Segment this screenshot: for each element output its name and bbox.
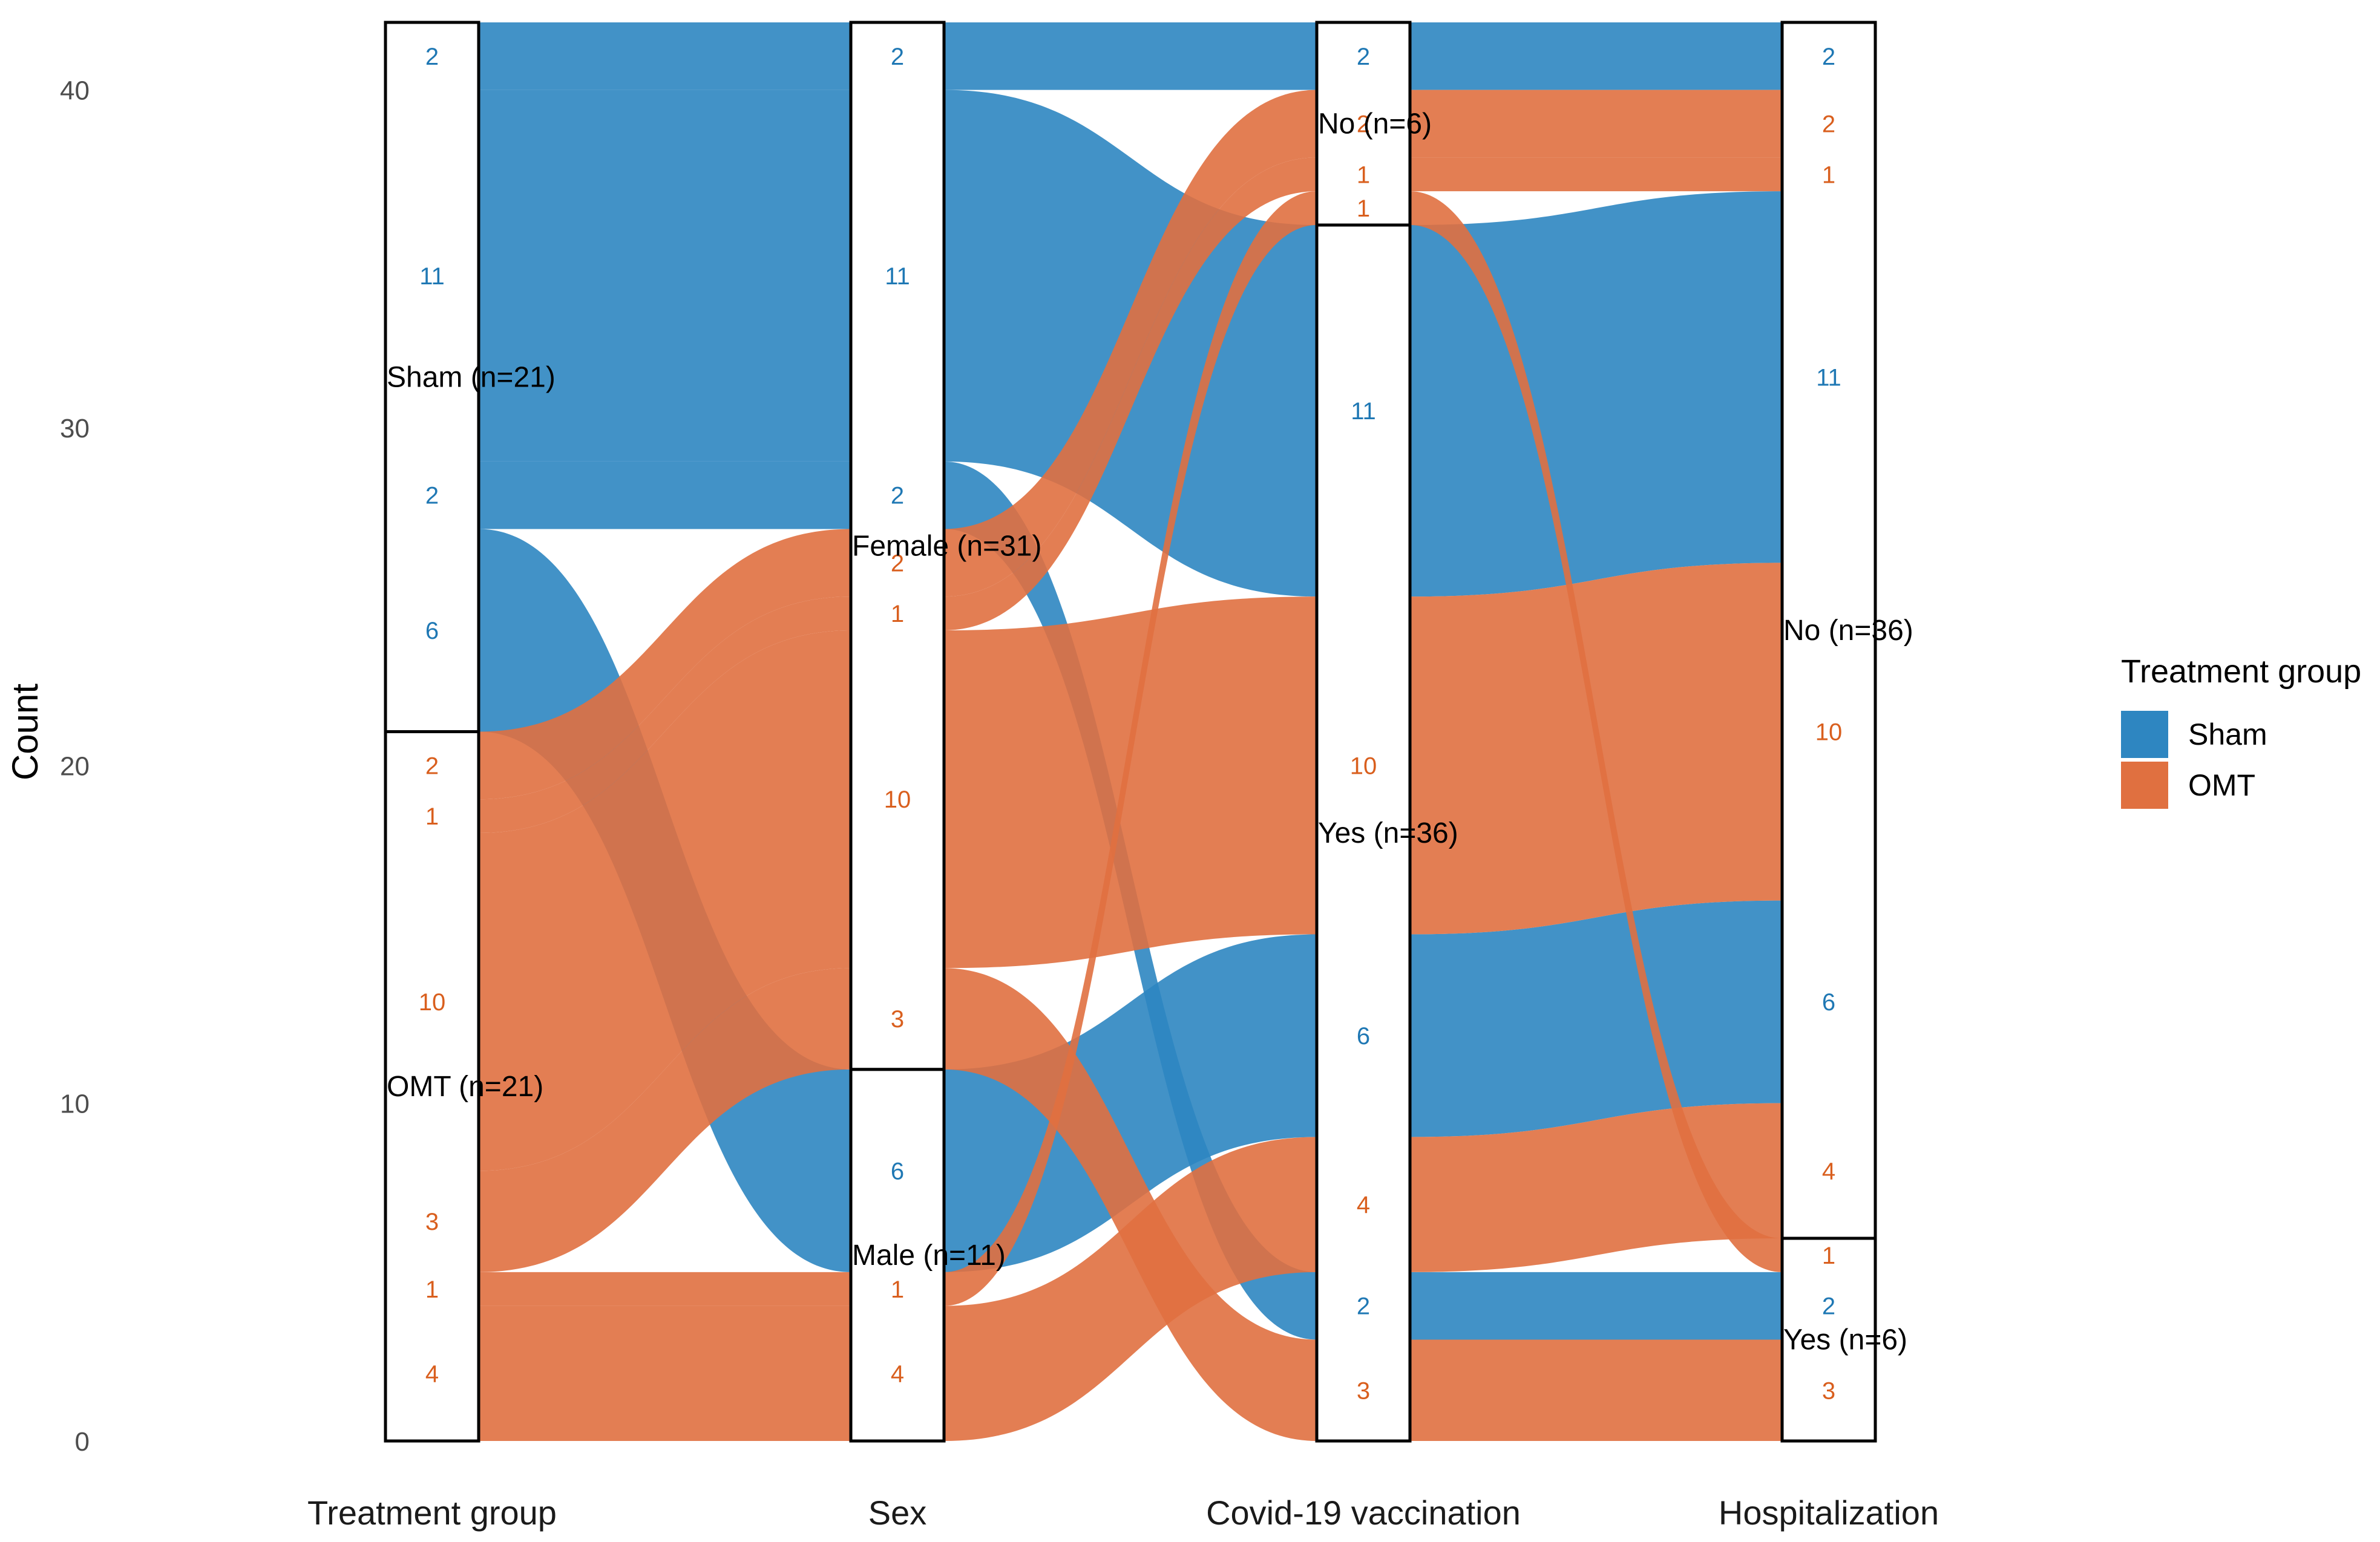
count-label: 1 <box>425 1276 439 1303</box>
stratum-box <box>849 1068 946 1443</box>
count-label: 1 <box>1357 162 1370 188</box>
count-label: 2 <box>425 483 439 509</box>
count-label: 1 <box>891 1276 904 1303</box>
count-label: 2 <box>425 753 439 779</box>
stratum-label: No (n=6) <box>1318 108 1432 140</box>
count-label: 6 <box>1822 989 1835 1016</box>
flow-omt <box>479 157 1782 833</box>
count-label: 10 <box>884 786 911 813</box>
count-label: 1 <box>891 601 904 627</box>
flow-sham <box>479 529 1782 1272</box>
stratum-box <box>849 21 946 1071</box>
count-label: 2 <box>1822 44 1835 70</box>
y-tick-label: 20 <box>60 751 90 781</box>
count-label: 10 <box>1815 719 1843 746</box>
stratum-label: Yes (n=36) <box>1318 817 1458 849</box>
y-tick-label: 0 <box>75 1427 90 1457</box>
legend-swatch-sham <box>2121 711 2168 758</box>
count-label: 11 <box>419 263 445 290</box>
stratum-box <box>1315 223 1412 1443</box>
count-labels: 2112621103142112211036142211111064232211… <box>419 44 1843 1404</box>
count-label: 4 <box>1822 1158 1835 1184</box>
count-label: 10 <box>419 989 446 1016</box>
count-label: 2 <box>1357 44 1370 70</box>
count-label: 4 <box>891 1361 904 1387</box>
count-label: 2 <box>1357 111 1370 138</box>
y-tick-label: 30 <box>60 414 90 443</box>
x-axis-label: Sex <box>868 1494 927 1532</box>
y-tick-label: 10 <box>60 1090 90 1119</box>
legend-label-omt: OMT <box>2188 768 2255 802</box>
flow-sham <box>479 22 1782 90</box>
count-label: 10 <box>1350 753 1377 779</box>
legend-swatch-omt <box>2121 762 2168 809</box>
legend: Treatment group Sham OMT <box>2121 653 2361 809</box>
legend-label-sham: Sham <box>2188 717 2267 751</box>
stratum-box <box>384 730 480 1443</box>
count-label: 1 <box>1357 195 1370 222</box>
strata <box>384 21 1877 1443</box>
stratum-label: Sham (n=21) <box>387 361 556 393</box>
count-label: 6 <box>891 1158 904 1184</box>
count-label: 3 <box>1357 1377 1370 1404</box>
count-label: 1 <box>1822 162 1835 188</box>
stratum-box <box>1315 21 1412 227</box>
count-label: 11 <box>1816 364 1841 391</box>
count-label: 11 <box>885 263 910 290</box>
stratum-box <box>1780 1237 1877 1443</box>
count-label: 11 <box>1351 398 1376 425</box>
x-axis-label: Hospitalization <box>1719 1494 1939 1532</box>
legend-title: Treatment group <box>2121 653 2361 690</box>
stratum-label: Male (n=11) <box>852 1240 1006 1272</box>
stratum-label: Yes (n=6) <box>1783 1324 1907 1356</box>
x-axis-label: Treatment group <box>307 1494 557 1532</box>
count-label: 4 <box>1357 1192 1370 1218</box>
y-axis-label: Count <box>5 684 45 780</box>
y-tick-label: 40 <box>60 76 90 106</box>
count-label: 2 <box>891 550 904 577</box>
count-label: 3 <box>891 1006 904 1033</box>
count-label: 2 <box>1822 1293 1835 1320</box>
count-label: 2 <box>891 483 904 509</box>
stratum-label: No (n=36) <box>1783 615 1913 647</box>
count-label: 6 <box>1357 1023 1370 1050</box>
count-label: 1 <box>425 803 439 830</box>
count-label: 2 <box>891 44 904 70</box>
flows <box>479 22 1782 1441</box>
count-label: 1 <box>1822 1243 1835 1269</box>
flow-omt <box>479 90 1782 800</box>
flow-omt <box>479 1103 1782 1441</box>
flow-omt <box>479 563 1782 1171</box>
x-axis: Treatment group Sex Covid-19 vaccination Ho… <box>307 1494 1939 1532</box>
flow-omt <box>479 191 1782 1306</box>
count-label: 4 <box>425 1361 439 1387</box>
stratum-box <box>1780 21 1877 1240</box>
count-label: 3 <box>1822 1377 1835 1404</box>
y-axis: 0 10 20 30 40 <box>60 76 90 1457</box>
stratum-box <box>384 21 480 733</box>
count-label: 6 <box>425 618 439 644</box>
count-label: 2 <box>1357 1293 1370 1320</box>
x-axis-label: Covid-19 vaccination <box>1206 1494 1521 1532</box>
stratum-label: OMT (n=21) <box>387 1071 543 1103</box>
flow-omt <box>479 968 1782 1441</box>
stratum-labels: Sham (n=21) OMT (n=21) Female (n=31) Male (… <box>387 108 1913 1356</box>
count-label: 3 <box>425 1209 439 1235</box>
count-label: 2 <box>1822 111 1835 138</box>
stratum-label: Female (n=31) <box>852 530 1041 562</box>
count-label: 2 <box>425 44 439 70</box>
